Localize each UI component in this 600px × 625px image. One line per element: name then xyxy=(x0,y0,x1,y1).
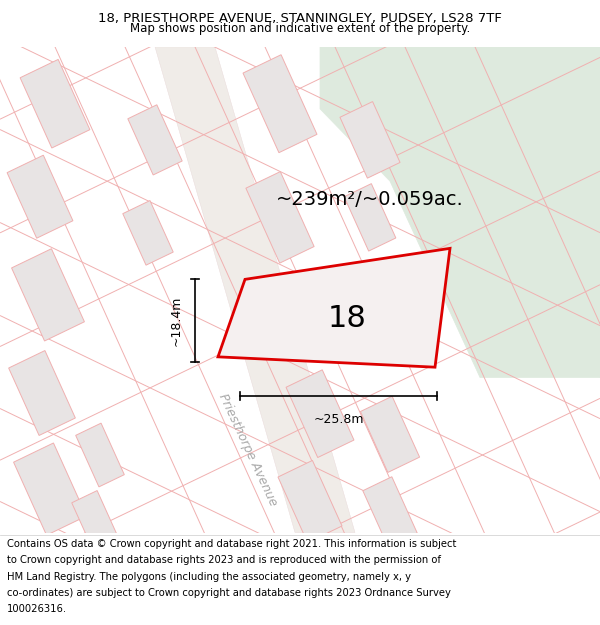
Text: Priesthorpe Avenue: Priesthorpe Avenue xyxy=(216,391,280,508)
Polygon shape xyxy=(20,59,90,148)
Polygon shape xyxy=(72,491,118,549)
Polygon shape xyxy=(246,172,314,263)
Text: ~25.8m: ~25.8m xyxy=(313,412,364,426)
Polygon shape xyxy=(286,370,354,458)
Polygon shape xyxy=(340,102,400,178)
Polygon shape xyxy=(320,47,600,378)
Polygon shape xyxy=(76,423,124,487)
Text: 18: 18 xyxy=(328,304,367,332)
Text: ~239m²/~0.059ac.: ~239m²/~0.059ac. xyxy=(276,190,464,209)
Polygon shape xyxy=(218,248,450,367)
Polygon shape xyxy=(11,249,85,341)
Polygon shape xyxy=(278,461,342,542)
Text: 100026316.: 100026316. xyxy=(7,604,67,614)
Text: Contains OS data © Crown copyright and database right 2021. This information is : Contains OS data © Crown copyright and d… xyxy=(7,539,457,549)
Polygon shape xyxy=(128,105,182,175)
Polygon shape xyxy=(7,155,73,238)
Text: ~18.4m: ~18.4m xyxy=(170,296,183,346)
Text: HM Land Registry. The polygons (including the associated geometry, namely x, y: HM Land Registry. The polygons (includin… xyxy=(7,571,411,581)
Polygon shape xyxy=(363,477,417,547)
Text: co-ordinates) are subject to Crown copyright and database rights 2023 Ordnance S: co-ordinates) are subject to Crown copyr… xyxy=(7,588,451,598)
Polygon shape xyxy=(14,443,86,535)
Polygon shape xyxy=(243,55,317,152)
Polygon shape xyxy=(344,184,396,251)
Text: Map shows position and indicative extent of the property.: Map shows position and indicative extent… xyxy=(130,22,470,35)
Text: to Crown copyright and database rights 2023 and is reproduced with the permissio: to Crown copyright and database rights 2… xyxy=(7,555,441,565)
Polygon shape xyxy=(123,201,173,265)
Polygon shape xyxy=(8,351,76,436)
Polygon shape xyxy=(361,396,419,472)
Polygon shape xyxy=(155,47,355,532)
Text: 18, PRIESTHORPE AVENUE, STANNINGLEY, PUDSEY, LS28 7TF: 18, PRIESTHORPE AVENUE, STANNINGLEY, PUD… xyxy=(98,12,502,25)
